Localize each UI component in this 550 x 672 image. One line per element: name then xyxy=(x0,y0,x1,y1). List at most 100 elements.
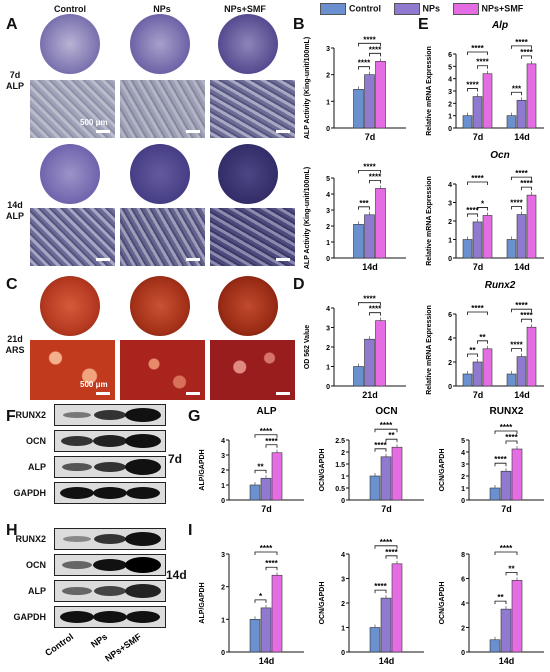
chart-e1-bar-nps xyxy=(516,99,527,129)
chart-i2-ytick-label: 4 xyxy=(341,552,345,559)
chart-i1-sig-label: **** xyxy=(260,544,273,553)
chart-g2-category-label: 7d xyxy=(381,504,392,514)
chart-e1-sig-label: **** xyxy=(515,38,528,47)
wb-blot-runx2-7d xyxy=(54,404,166,426)
chart-e3-sig-label: **** xyxy=(510,341,523,350)
chart-e3-ytick-label: 6 xyxy=(448,312,452,319)
wb-blot-runx2-14d xyxy=(54,528,166,550)
chart-e2-sig-label: * xyxy=(481,199,485,208)
chart-d-category-label: 21d xyxy=(362,390,378,400)
chart-g1-bar-nps-smf xyxy=(271,452,283,501)
chart-b1-bar-nps-smf xyxy=(375,61,386,129)
chart-g1-category-label: 7d xyxy=(261,504,272,514)
scale-bar-14d-nps-smf xyxy=(276,258,290,261)
chart-i2-ytick-label: 2 xyxy=(341,601,345,608)
chart-b1-sig-label: **** xyxy=(358,59,371,68)
panel-letter-b: B xyxy=(293,16,305,33)
chart-b1-ytick-label: 2 xyxy=(326,73,330,80)
wb-time-7d: 7d xyxy=(168,452,183,466)
chart-g2-ytick-label: 1 xyxy=(341,474,345,481)
wb-blot-ocn-7d xyxy=(54,430,166,452)
scale-bar-7d-control xyxy=(96,130,110,133)
chart-e2-sig-label: **** xyxy=(471,174,484,183)
chart-e1-sig-bracket xyxy=(467,88,478,92)
chart-e2-category-label: 14d xyxy=(514,262,530,272)
chart-b1-ytick-label: 0 xyxy=(326,126,330,133)
chart-g2-sig-label: ** xyxy=(388,431,395,440)
chart-i3-sig-label: **** xyxy=(500,544,513,553)
chart-e1-sig-label: **** xyxy=(476,58,489,67)
chart-g2-bar-nps xyxy=(380,456,392,501)
chart-e3-sig-label: **** xyxy=(515,301,528,310)
dish-21d-control xyxy=(40,276,100,336)
chart-e1-title: Alp xyxy=(491,20,508,31)
scale-bar-14d-nps xyxy=(186,258,200,261)
chart-e1-sig-bracket xyxy=(477,65,488,69)
wb-blot-gapdh-7d xyxy=(54,482,166,504)
chart-d-ytick-label: 2 xyxy=(326,345,330,352)
chart-g1-ytick-label: 4 xyxy=(221,438,225,445)
chart-i3-ytick-label: 0 xyxy=(461,650,465,657)
chart-d-bar-control xyxy=(353,366,364,387)
chart-i2-sig-bracket xyxy=(374,589,387,594)
chart-i2-sig-bracket xyxy=(374,545,398,549)
chart-i2-sig-label: **** xyxy=(380,538,393,547)
chart-b2-ytick-label: 0 xyxy=(326,256,330,263)
chart-b1-ytick-label: 3 xyxy=(326,46,330,53)
chart-i1-sig-bracket xyxy=(254,599,267,603)
column-header-nps-smf: NPs+SMF xyxy=(224,4,266,14)
wb-xlabel-nps-smf: NPs+SMF xyxy=(103,631,143,663)
chart-b2-ytick-label: 5 xyxy=(326,176,330,183)
micrograph-21d-control xyxy=(30,340,115,400)
scale-bar-7d-nps-smf xyxy=(276,130,290,133)
chart-g2-sig-bracket xyxy=(374,448,387,452)
chart-i1-bar-nps-smf xyxy=(271,574,283,653)
chart-i1-bar-nps xyxy=(260,607,272,653)
chart-g3-sig-bracket xyxy=(494,462,507,467)
chart-i1-sig-bracket xyxy=(254,551,278,555)
chart-e2-title: Ocn xyxy=(490,150,509,161)
chart-e1-bar-control xyxy=(506,115,517,129)
chart-b2-bar-nps-smf xyxy=(375,188,386,259)
chart-g1-ytick-label: 1 xyxy=(221,483,225,490)
chart-i3-sig-label: ** xyxy=(508,564,515,573)
chart-d-ytick-label: 1 xyxy=(326,365,330,372)
chart-e1-bar-control xyxy=(462,115,473,129)
micrograph-14d-nps xyxy=(120,208,205,266)
chart-g2-ytick-label: 2 xyxy=(341,450,345,457)
chart-e1-ytick-label: 6 xyxy=(448,52,452,59)
wb-label-alp-14d: ALP xyxy=(28,586,46,596)
chart-b2-ytick-label: 2 xyxy=(326,224,330,231)
chart-e3-sig-bracket xyxy=(477,340,488,344)
panel-letter-g: G xyxy=(188,408,201,425)
chart-e2-ytick-label: 0 xyxy=(448,256,452,263)
chart-e1-sig-bracket xyxy=(511,91,522,96)
panel-letter-h: H xyxy=(6,522,18,539)
legend-label-control: Control xyxy=(349,3,381,14)
chart-i2-sig-label: **** xyxy=(374,582,387,591)
chart-i1-ytick-label: 2 xyxy=(221,585,225,592)
chart-d-sig-bracket xyxy=(369,312,381,316)
chart-d-21d: 0 1 2 3 4 OD 562 Value 21d ******** xyxy=(304,295,406,400)
chart-e2-bar-nps xyxy=(516,214,527,259)
scale-bar-21d-control xyxy=(96,392,110,395)
chart-g1-ytick-label: 2 xyxy=(221,468,225,475)
wb-blot-gapdh-14d xyxy=(54,606,166,628)
chart-e2-category-label: 7d xyxy=(473,262,484,272)
chart-i2-ytick-label: 1 xyxy=(341,626,345,633)
chart-g3-ytick-label: 1 xyxy=(461,486,465,493)
chart-g3-ytick-label: 2 xyxy=(461,474,465,481)
chart-e1-ytick-label: 4 xyxy=(448,77,452,84)
panel-letter-f: F xyxy=(6,408,16,425)
chart-e3-category-label: 7d xyxy=(473,390,484,400)
micrograph-7d-nps xyxy=(120,80,205,138)
chart-b2-bar-nps xyxy=(364,214,375,259)
chart-b1-ylabel: ALP Activity (King-unit/100mL) xyxy=(304,37,311,139)
chart-e3-bar-control xyxy=(462,373,473,387)
micrograph-14d-control xyxy=(30,208,115,266)
dish-14d-control xyxy=(40,144,100,204)
chart-e3-category-label: 14d xyxy=(514,390,530,400)
